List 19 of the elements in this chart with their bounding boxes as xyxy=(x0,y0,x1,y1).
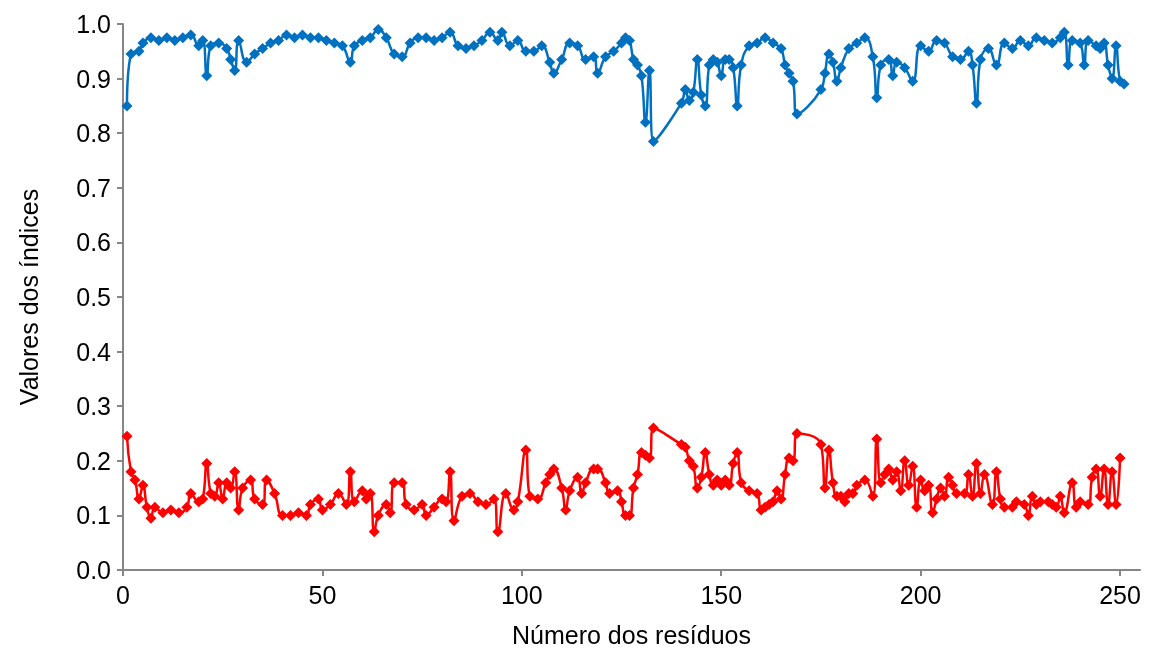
y-tick-label: 0.3 xyxy=(76,392,111,421)
y-tick-label: 0.2 xyxy=(76,446,111,475)
y-tick-label: 0.1 xyxy=(76,501,111,530)
y-tick-label: 1.0 xyxy=(76,10,111,38)
y-axis-title: Valores dos índices xyxy=(14,188,43,406)
y-tick-label: 0.9 xyxy=(76,64,111,93)
x-tick-label: 0 xyxy=(116,580,130,609)
y-tick-label: 0.8 xyxy=(76,119,111,148)
x-tick-label: 100 xyxy=(500,580,543,609)
y-tick-label: 0.5 xyxy=(76,283,111,311)
y-tick-label: 0.4 xyxy=(76,337,112,366)
x-tick-label: 50 xyxy=(308,580,337,609)
x-axis-title: Número dos resíduos xyxy=(511,620,752,649)
x-tick-label: 150 xyxy=(700,580,743,609)
x-tick-label: 200 xyxy=(899,580,942,609)
y-tick-label: 0.7 xyxy=(76,173,111,202)
x-tick-label: 250 xyxy=(1099,580,1141,609)
y-tick-label: 0.6 xyxy=(76,228,111,257)
y-tick-label: 0.0 xyxy=(76,556,111,584)
